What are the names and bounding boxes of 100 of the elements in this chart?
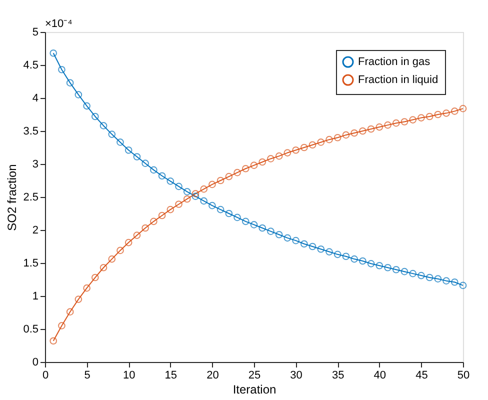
point: [450, 108, 458, 115]
point: [267, 228, 274, 235]
point: [58, 322, 66, 330]
y-tick-label: 5: [32, 26, 38, 38]
point: [166, 178, 174, 185]
point: [308, 242, 316, 250]
point: [150, 218, 158, 226]
point: [342, 252, 350, 260]
point: [434, 275, 442, 282]
x-tick-label: 30: [290, 370, 302, 382]
point: [66, 308, 74, 316]
point: [58, 66, 66, 74]
point: [234, 168, 241, 176]
x-tick-label: 15: [164, 370, 178, 382]
point: [326, 136, 333, 144]
point: [183, 188, 191, 196]
point: [258, 224, 266, 232]
point: [350, 129, 358, 137]
point: [234, 214, 241, 222]
point: [83, 284, 90, 292]
x-axis-title: Iteration: [232, 382, 276, 396]
point: [200, 197, 208, 205]
point: [334, 250, 342, 258]
x-tick-label: 35: [332, 370, 344, 382]
point: [367, 260, 375, 268]
point: [342, 131, 350, 139]
point: [208, 202, 216, 210]
point: [384, 121, 392, 129]
point: [409, 116, 416, 124]
y-tick-label: 4: [32, 92, 38, 104]
legend-label: Fraction in liquid: [358, 74, 438, 86]
x-tick-label: 25: [248, 370, 261, 382]
point: [292, 146, 300, 154]
y-tick-label: 1.5: [23, 258, 38, 270]
y-tick-label: 2.5: [23, 192, 38, 204]
point: [392, 266, 400, 274]
point: [359, 257, 366, 265]
point: [459, 282, 467, 290]
point: [50, 49, 58, 57]
text: ×10⁻⁴: [45, 18, 73, 30]
point: [434, 110, 442, 118]
point: [108, 255, 116, 263]
point: [284, 234, 292, 242]
point: [92, 274, 99, 282]
legend-label: Fraction in gas: [358, 56, 431, 68]
point: [142, 160, 149, 167]
point: [100, 122, 108, 130]
point: [326, 248, 333, 256]
x-tick-label: 50: [457, 370, 470, 382]
point: [192, 190, 200, 198]
point: [350, 255, 358, 263]
point: [116, 246, 124, 254]
point: [300, 240, 308, 248]
point: [400, 118, 408, 126]
point: [225, 172, 233, 180]
point: [284, 149, 292, 156]
point: [74, 296, 82, 303]
point: [392, 119, 400, 127]
point: [92, 112, 99, 120]
point: [376, 262, 384, 270]
point: [150, 166, 158, 174]
point: [100, 264, 108, 272]
point: [74, 91, 82, 98]
x-tick-label: 10: [122, 370, 136, 382]
y-tick-label: 0: [32, 356, 38, 368]
point: [124, 238, 132, 246]
y-tick-label: 4.5: [23, 60, 38, 72]
x-tick-label: 40: [374, 370, 386, 382]
point: [442, 110, 450, 117]
point: [409, 270, 416, 278]
point: [124, 146, 132, 154]
point: [418, 114, 425, 122]
point: [334, 134, 342, 142]
point: [258, 158, 266, 166]
x-tick-label: 0: [42, 370, 49, 382]
point: [83, 102, 90, 110]
point: [142, 224, 149, 232]
point: [367, 125, 375, 133]
point: [376, 123, 384, 131]
point: [426, 274, 434, 282]
x-tick-label: 45: [416, 370, 428, 382]
point: [267, 155, 274, 162]
point: [50, 337, 58, 345]
point: [200, 185, 208, 193]
point: [158, 212, 166, 220]
point: [300, 144, 308, 152]
point: [250, 162, 258, 169]
point: [216, 176, 224, 184]
point: [108, 130, 116, 138]
point: [442, 277, 450, 284]
point: [317, 245, 325, 253]
point: [359, 127, 366, 135]
x-tick-label: 20: [206, 370, 219, 382]
point: [317, 138, 325, 146]
point: [116, 138, 124, 146]
point: [66, 79, 74, 86]
point: [418, 272, 425, 280]
y-tick-label: 3: [32, 158, 38, 170]
y-axis-title: SO2 fraction: [5, 164, 20, 231]
point: [400, 268, 408, 276]
